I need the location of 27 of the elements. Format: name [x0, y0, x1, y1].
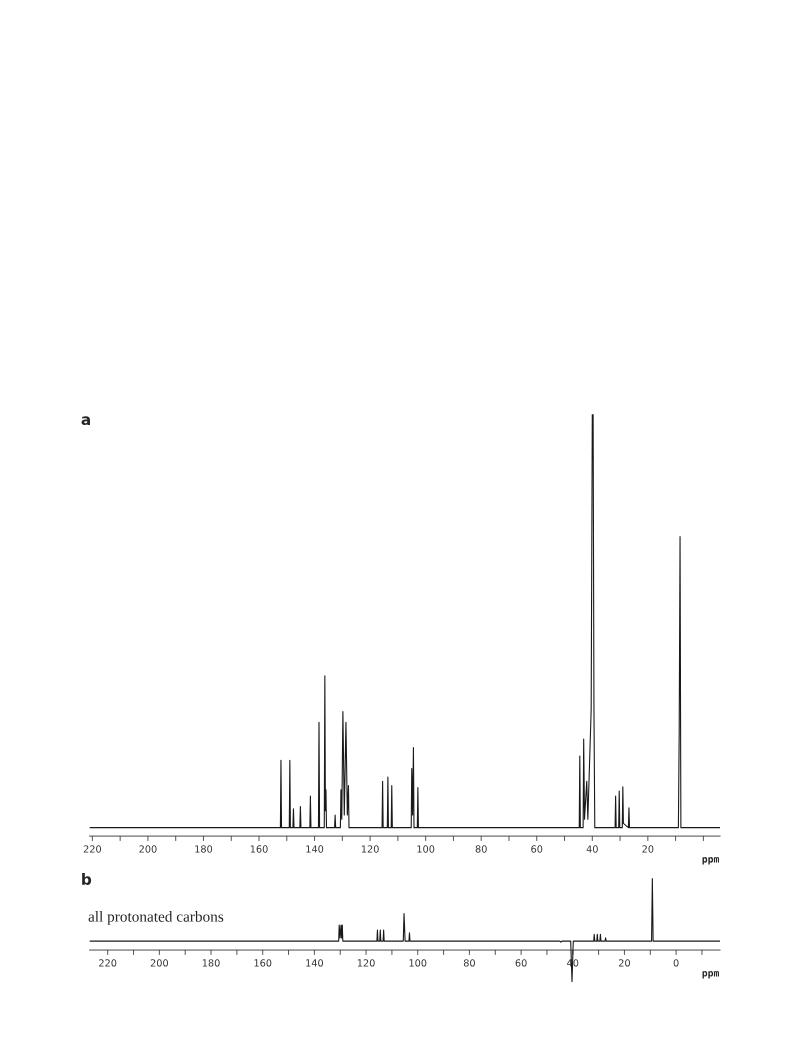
- x-tick-label: 100: [409, 959, 427, 967]
- x-tick-label: 120: [357, 959, 375, 967]
- x-tick-label: 180: [195, 845, 213, 853]
- x-tick-label: 20: [618, 959, 630, 967]
- x-tick-label: 140: [306, 959, 324, 967]
- x-tick-label: 120: [361, 845, 379, 853]
- x-axis-title: ppm: [702, 857, 719, 865]
- x-tick-label: 60: [515, 959, 527, 967]
- chart-title: b: [82, 873, 92, 885]
- x-tick-label: 220: [83, 845, 102, 853]
- annotation: all protonated carbons: [88, 911, 224, 925]
- x-tick-label: 80: [475, 845, 487, 853]
- x-tick-label: 100: [417, 845, 435, 853]
- x-axis-title: ppm: [702, 971, 719, 979]
- chart-title: a: [81, 416, 90, 426]
- x-tick-label: 60: [531, 845, 543, 853]
- x-tick-label: 200: [139, 845, 157, 853]
- x-tick-label: 140: [306, 845, 324, 853]
- x-tick-label: 200: [150, 959, 168, 967]
- x-tick-label: 160: [254, 959, 272, 967]
- x-tick-label: 20: [642, 845, 654, 853]
- x-tick-label: 40: [586, 845, 598, 853]
- x-tick-label: 160: [250, 845, 268, 853]
- x-tick-label: 220: [99, 959, 117, 967]
- x-tick-label: 180: [202, 959, 220, 967]
- x-tick-label: 80: [463, 959, 475, 967]
- x-tick-label: 0: [673, 959, 679, 967]
